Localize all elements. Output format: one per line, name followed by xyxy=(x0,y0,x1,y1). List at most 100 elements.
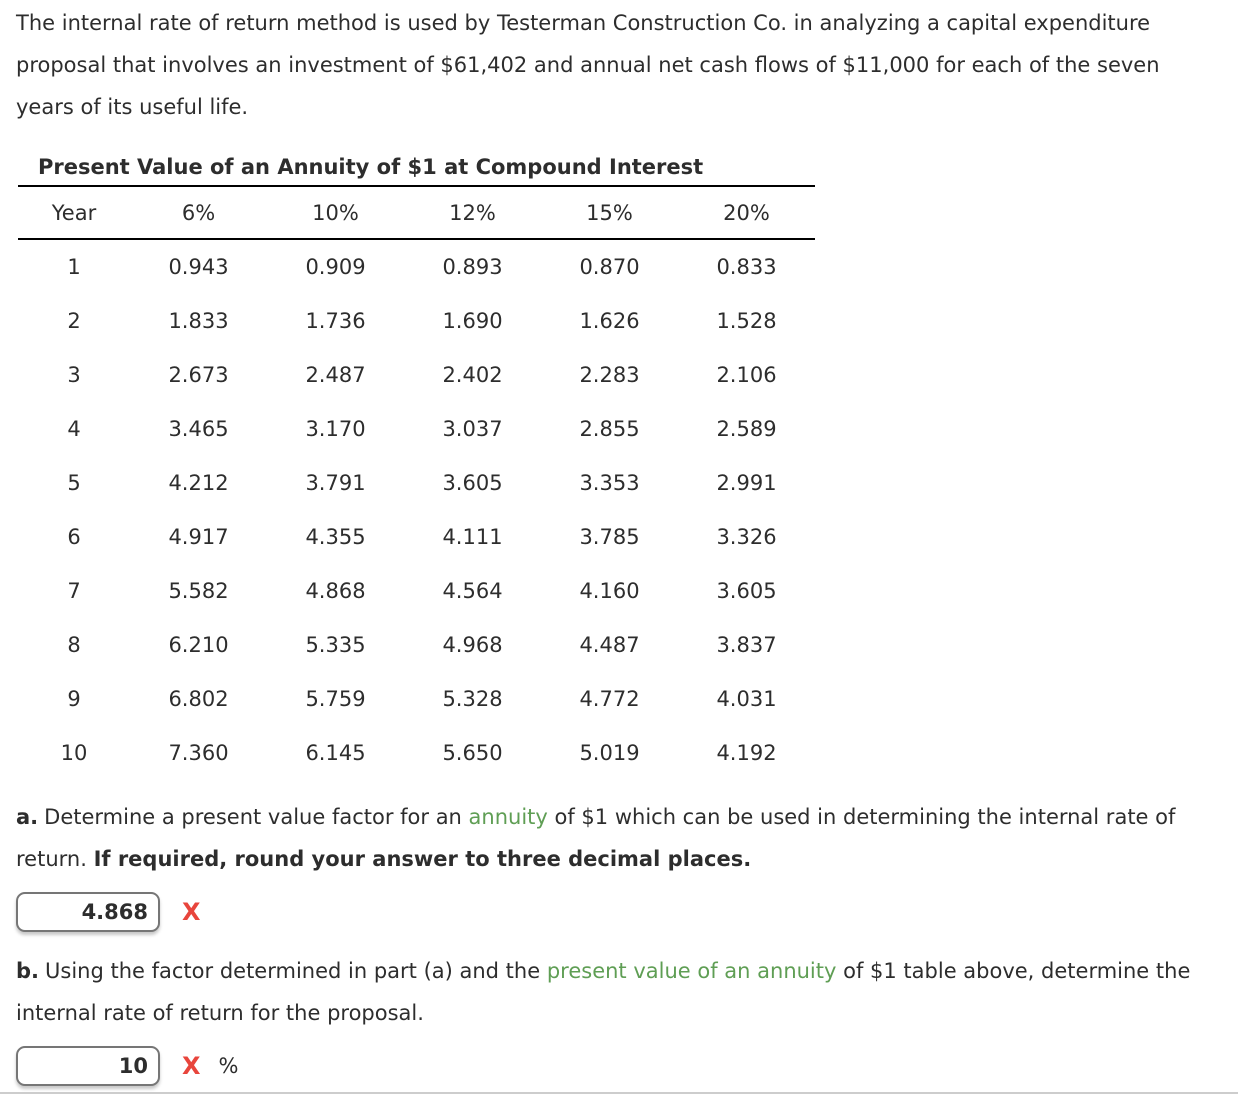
table-row: 8 6.210 5.335 4.968 4.487 3.837 xyxy=(18,618,815,672)
table-header-cell: 15% xyxy=(586,200,633,225)
year-cell: 5 xyxy=(67,471,81,495)
pv-factor-cell: 1.626 xyxy=(579,309,640,333)
table-row: 3 2.673 2.487 2.402 2.283 2.106 xyxy=(18,348,815,402)
year-cell: 3 xyxy=(67,363,81,387)
year-cell: 10 xyxy=(60,741,88,765)
present-value-annuity-glossary-link[interactable]: present value of an annuity xyxy=(546,959,837,983)
pv-factor-cell: 3.037 xyxy=(442,417,503,441)
pv-factor-cell: 6.145 xyxy=(305,741,366,765)
pv-factor-cell: 3.837 xyxy=(716,633,777,657)
table-row: 1 0.943 0.909 0.893 0.870 0.833 xyxy=(18,239,815,294)
pv-factor-cell: 3.785 xyxy=(579,525,640,549)
year-cell: 6 xyxy=(67,525,81,549)
year-cell: 7 xyxy=(67,579,81,603)
pv-factor-cell: 4.564 xyxy=(442,579,503,603)
part-a-section: a. Determine a present value factor for a… xyxy=(16,796,1222,934)
table-header-cell: 20% xyxy=(723,200,770,225)
pv-factor-cell: 0.893 xyxy=(442,255,503,279)
pv-factor-cell: 4.111 xyxy=(442,525,503,549)
pv-factor-cell: 4.192 xyxy=(716,741,777,765)
part-a-answer-row: X xyxy=(16,890,1222,934)
pv-factor-cell: 2.283 xyxy=(579,363,640,387)
part-a-text-1: Determine a present value factor for an xyxy=(44,805,469,829)
table-header-cell: 12% xyxy=(449,200,496,225)
pv-factor-cell: 2.991 xyxy=(716,471,777,495)
pv-factor-cell: 3.353 xyxy=(579,471,640,495)
table-header-row: Year 6% 10% 12% 15% 20% xyxy=(18,186,815,239)
part-b-label: b. xyxy=(16,959,40,983)
pv-factor-cell: 2.106 xyxy=(716,363,777,387)
pv-factor-cell: 0.943 xyxy=(168,255,229,279)
table-row: 6 4.917 4.355 4.111 3.785 3.326 xyxy=(18,510,815,564)
pv-factor-cell: 4.772 xyxy=(579,687,640,711)
table-header-cell: Year xyxy=(51,200,97,225)
pv-factor-cell: 4.487 xyxy=(579,633,640,657)
pv-factor-cell: 5.759 xyxy=(305,687,366,711)
part-a-label: a. xyxy=(16,805,39,829)
pv-factor-cell: 2.487 xyxy=(305,363,366,387)
pv-factor-cell: 4.968 xyxy=(442,633,503,657)
problem-statement: The internal rate of return method is us… xyxy=(16,11,1160,119)
pv-factor-cell: 3.605 xyxy=(442,471,503,495)
table-row: 9 6.802 5.759 5.328 4.772 4.031 xyxy=(18,672,815,726)
pv-factor-cell: 4.917 xyxy=(168,525,229,549)
part-a-incorrect-icon: X xyxy=(182,898,201,926)
pv-factor-cell: 3.326 xyxy=(716,525,777,549)
part-b-question: b. Using the factor determined in part (a… xyxy=(16,950,1222,1034)
pv-factor-cell: 4.868 xyxy=(305,579,366,603)
pv-factor-cell: 5.335 xyxy=(305,633,366,657)
pv-factor-cell: 2.673 xyxy=(168,363,229,387)
table-row: 10 7.360 6.145 5.650 5.019 4.192 xyxy=(18,726,815,780)
pv-factor-cell: 2.402 xyxy=(442,363,503,387)
table-row: 2 1.833 1.736 1.690 1.626 1.528 xyxy=(18,294,815,348)
pv-factor-cell: 6.210 xyxy=(168,633,229,657)
part-b-text-1: Using the factor determined in part (a) … xyxy=(45,959,547,983)
pv-factor-cell: 0.870 xyxy=(579,255,640,279)
part-b-answer-input[interactable] xyxy=(16,1046,160,1086)
year-cell: 8 xyxy=(67,633,81,657)
part-a-answer-input[interactable] xyxy=(16,892,160,932)
pv-factor-cell: 2.589 xyxy=(716,417,777,441)
section-divider xyxy=(0,1092,1238,1094)
pv-factor-cell: 4.031 xyxy=(716,687,777,711)
pv-factor-cell: 5.650 xyxy=(442,741,503,765)
pv-factor-cell: 1.528 xyxy=(716,309,777,333)
pv-factor-cell: 2.855 xyxy=(579,417,640,441)
part-a-text-2: of $1 which can be used in determining t… xyxy=(16,805,1176,871)
table-header-cell: 6% xyxy=(181,200,216,225)
pv-factor-cell: 4.160 xyxy=(579,579,640,603)
pv-factor-cell: 5.582 xyxy=(168,579,229,603)
year-cell: 9 xyxy=(67,687,81,711)
pv-factor-cell: 1.833 xyxy=(168,309,229,333)
table-row: 7 5.582 4.868 4.564 4.160 3.605 xyxy=(18,564,815,618)
part-b-answer-row: X % xyxy=(16,1044,1222,1088)
year-cell: 4 xyxy=(67,417,81,441)
year-cell: 2 xyxy=(67,309,81,333)
pv-factor-cell: 6.802 xyxy=(168,687,229,711)
pv-annuity-table-section: Present Value of an Annuity of $1 at Com… xyxy=(16,152,1222,780)
part-b-incorrect-icon: X xyxy=(182,1052,201,1080)
part-a-question: a. Determine a present value factor for a… xyxy=(16,796,1222,880)
pv-factor-cell: 3.170 xyxy=(305,417,366,441)
part-b-text-2: of $1 table above, determine the interna… xyxy=(16,959,1191,1025)
pv-factor-cell: 4.212 xyxy=(168,471,229,495)
table-title: Present Value of an Annuity of $1 at Com… xyxy=(38,155,704,179)
part-a-rounding-note: If required, round your answer to three … xyxy=(93,847,752,871)
table-row: 5 4.212 3.791 3.605 3.353 2.991 xyxy=(18,456,815,510)
annuity-glossary-link[interactable]: annuity xyxy=(468,805,548,829)
pv-factor-cell: 1.736 xyxy=(305,309,366,333)
pv-factor-cell: 0.833 xyxy=(716,255,777,279)
pv-factor-cell: 3.605 xyxy=(716,579,777,603)
year-cell: 1 xyxy=(67,255,81,279)
table-header-cell: 10% xyxy=(312,200,359,225)
pv-factor-cell: 3.791 xyxy=(305,471,366,495)
pv-factor-cell: 3.465 xyxy=(168,417,229,441)
table-row: 4 3.465 3.170 3.037 2.855 2.589 xyxy=(18,402,815,456)
pv-factor-cell: 5.328 xyxy=(442,687,503,711)
pv-factor-cell: 7.360 xyxy=(168,741,229,765)
pv-factor-cell: 1.690 xyxy=(442,309,503,333)
pv-factor-cell: 5.019 xyxy=(579,741,640,765)
pv-factor-cell: 4.355 xyxy=(305,525,366,549)
percent-unit-label: % xyxy=(218,1054,239,1078)
